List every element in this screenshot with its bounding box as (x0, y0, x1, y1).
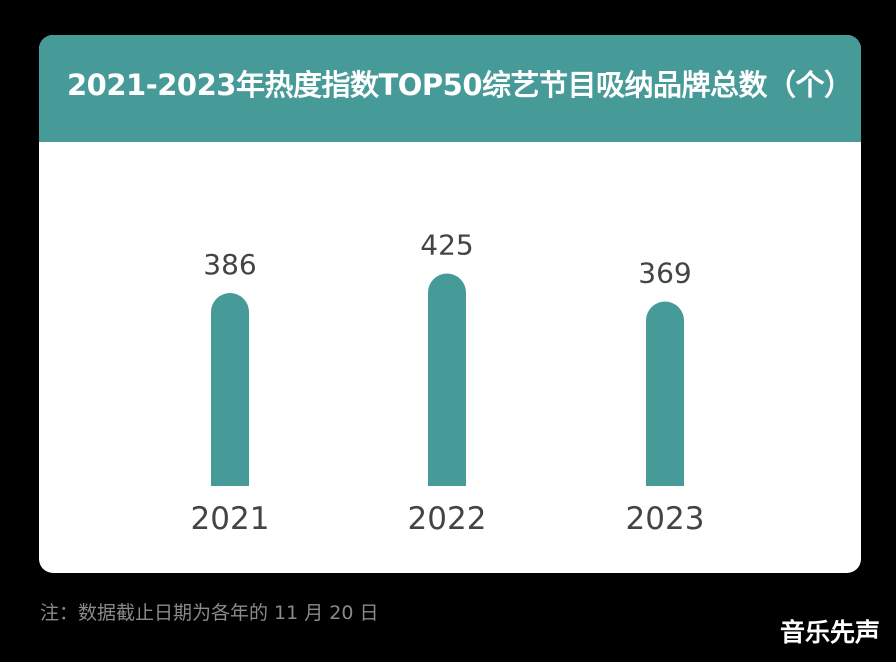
bar-2023 (646, 301, 684, 486)
category-label-2023: 2023 (626, 501, 705, 537)
category-label-2021: 2021 (191, 501, 270, 537)
chart-title: 2021-2023年热度指数TOP50综艺节目吸纳品牌总数（个） (67, 68, 853, 102)
bar-chart: 386 2021 425 2022 369 2023 (191, 229, 705, 538)
footnote: 注：数据截止日期为各年的 11 月 20 日 (40, 602, 379, 624)
bar-2021 (211, 293, 249, 486)
chart-header: 2021-2023年热度指数TOP50综艺节目吸纳品牌总数（个） (39, 35, 861, 142)
data-label-2023: 369 (638, 257, 691, 290)
watermark-logo-text: 音乐先声 (779, 618, 880, 647)
data-label-2022: 425 (420, 229, 473, 262)
bar-2022 (428, 273, 466, 486)
chart-card: 2021-2023年热度指数TOP50综艺节目吸纳品牌总数（个） 386 2021… (39, 35, 861, 573)
data-label-2021: 386 (203, 248, 256, 281)
category-label-2022: 2022 (408, 501, 487, 537)
